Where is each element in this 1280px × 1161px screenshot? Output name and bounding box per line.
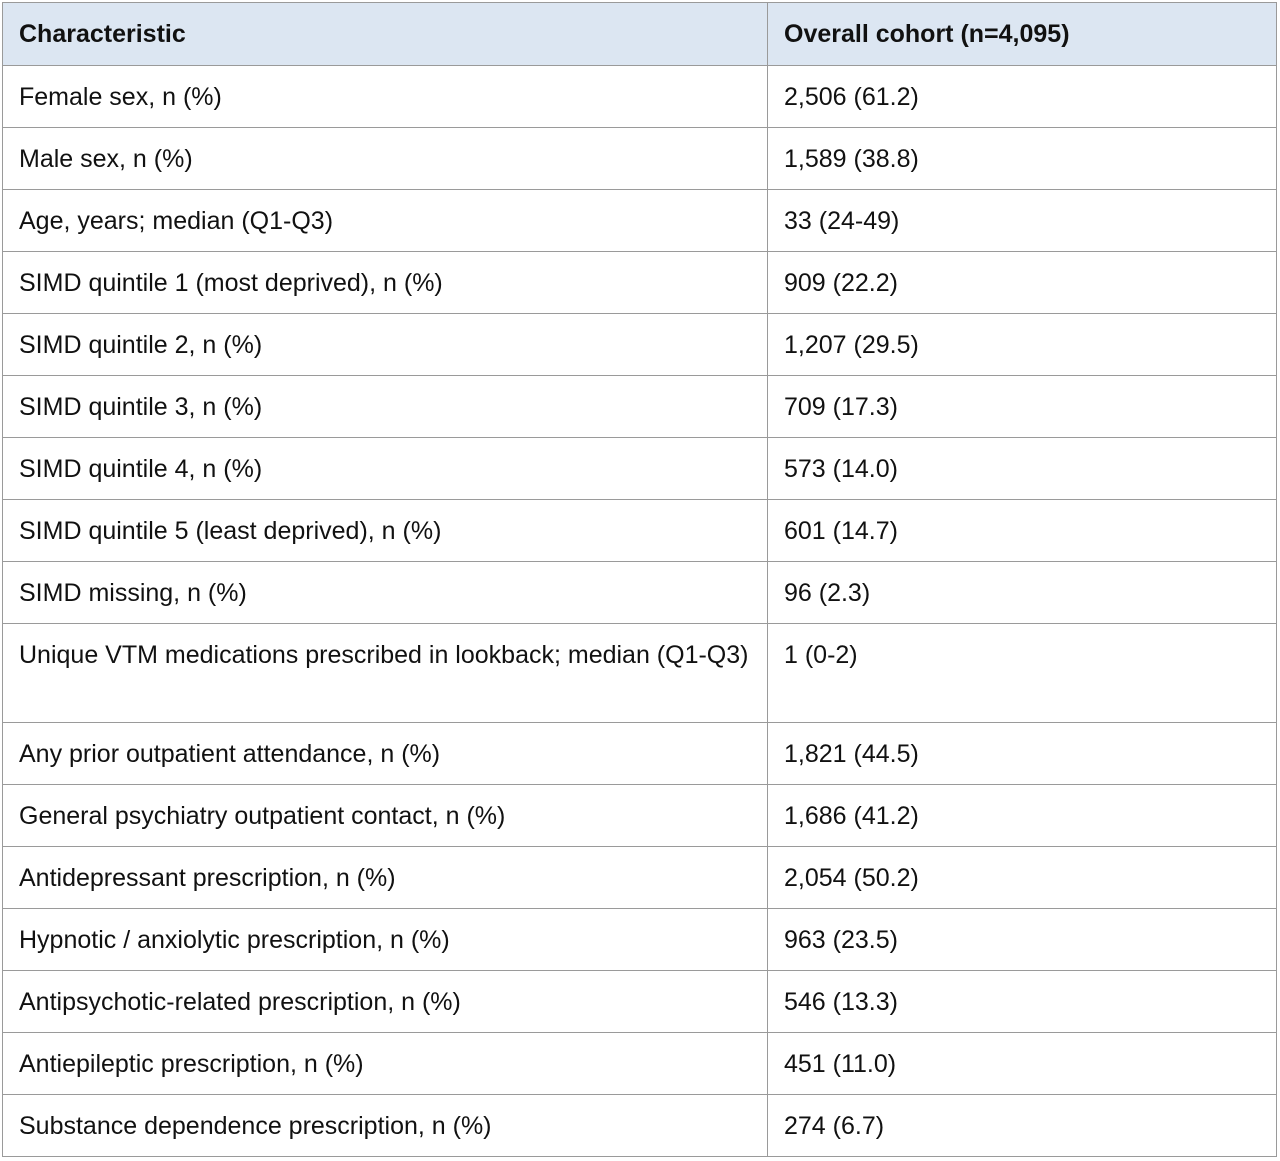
value-cell: 96 (2.3) <box>767 561 1277 624</box>
table-row: Substance dependence prescription, n (%)… <box>2 1094 1277 1157</box>
characteristic-cell: SIMD quintile 2, n (%) <box>2 313 768 376</box>
table-row: General psychiatry outpatient contact, n… <box>2 784 1277 847</box>
value-cell: 1,589 (38.8) <box>767 127 1277 190</box>
characteristic-cell: SIMD quintile 1 (most deprived), n (%) <box>2 251 768 314</box>
table-row: SIMD quintile 2, n (%) 1,207 (29.5) <box>2 313 1277 376</box>
column-header-overall-cohort: Overall cohort (n=4,095) <box>767 2 1277 66</box>
value-cell: 33 (24-49) <box>767 189 1277 252</box>
value-cell: 909 (22.2) <box>767 251 1277 314</box>
table-row: Antipsychotic-related prescription, n (%… <box>2 970 1277 1033</box>
characteristic-cell: Unique VTM medications prescribed in loo… <box>2 623 768 723</box>
value-cell: 451 (11.0) <box>767 1032 1277 1095</box>
value-cell: 709 (17.3) <box>767 375 1277 438</box>
header-row: Characteristic Overall cohort (n=4,095) <box>2 2 1277 66</box>
characteristic-cell: Hypnotic / anxiolytic prescription, n (%… <box>2 908 768 971</box>
table-row: Female sex, n (%) 2,506 (61.2) <box>2 65 1277 128</box>
characteristic-cell: Age, years; median (Q1-Q3) <box>2 189 768 252</box>
value-cell: 1,207 (29.5) <box>767 313 1277 376</box>
table-row: Unique VTM medications prescribed in loo… <box>2 623 1277 723</box>
characteristic-cell: SIMD quintile 4, n (%) <box>2 437 768 500</box>
characteristic-cell: Antiepileptic prescription, n (%) <box>2 1032 768 1095</box>
characteristic-cell: SIMD quintile 5 (least deprived), n (%) <box>2 499 768 562</box>
characteristic-cell: Antipsychotic-related prescription, n (%… <box>2 970 768 1033</box>
characteristic-cell: General psychiatry outpatient contact, n… <box>2 784 768 847</box>
value-cell: 573 (14.0) <box>767 437 1277 500</box>
value-cell: 963 (23.5) <box>767 908 1277 971</box>
characteristic-cell: Male sex, n (%) <box>2 127 768 190</box>
table-row: SIMD quintile 1 (most deprived), n (%) 9… <box>2 251 1277 314</box>
table-header: Characteristic Overall cohort (n=4,095) <box>2 2 1277 66</box>
table-body: Female sex, n (%) 2,506 (61.2) Male sex,… <box>2 65 1277 1157</box>
value-cell: 1,686 (41.2) <box>767 784 1277 847</box>
characteristic-cell: Substance dependence prescription, n (%) <box>2 1094 768 1157</box>
table-row: Any prior outpatient attendance, n (%) 1… <box>2 722 1277 785</box>
table-row: Hypnotic / anxiolytic prescription, n (%… <box>2 908 1277 971</box>
table-row: Antidepressant prescription, n (%) 2,054… <box>2 846 1277 909</box>
characteristic-cell: SIMD quintile 3, n (%) <box>2 375 768 438</box>
value-cell: 601 (14.7) <box>767 499 1277 562</box>
value-cell: 2,506 (61.2) <box>767 65 1277 128</box>
table-row: SIMD quintile 4, n (%) 573 (14.0) <box>2 437 1277 500</box>
table-row: SIMD missing, n (%) 96 (2.3) <box>2 561 1277 624</box>
table-row: SIMD quintile 3, n (%) 709 (17.3) <box>2 375 1277 438</box>
table-row: Antiepileptic prescription, n (%) 451 (1… <box>2 1032 1277 1095</box>
table-row: SIMD quintile 5 (least deprived), n (%) … <box>2 499 1277 562</box>
characteristic-cell: Any prior outpatient attendance, n (%) <box>2 722 768 785</box>
characteristic-cell: Female sex, n (%) <box>2 65 768 128</box>
table-row: Age, years; median (Q1-Q3) 33 (24-49) <box>2 189 1277 252</box>
value-cell: 1,821 (44.5) <box>767 722 1277 785</box>
value-cell: 274 (6.7) <box>767 1094 1277 1157</box>
characteristic-cell: Antidepressant prescription, n (%) <box>2 846 768 909</box>
column-header-characteristic: Characteristic <box>2 2 768 66</box>
value-cell: 2,054 (50.2) <box>767 846 1277 909</box>
characteristic-cell: SIMD missing, n (%) <box>2 561 768 624</box>
value-cell: 1 (0-2) <box>767 623 1277 723</box>
value-cell: 546 (13.3) <box>767 970 1277 1033</box>
table-row: Male sex, n (%) 1,589 (38.8) <box>2 127 1277 190</box>
